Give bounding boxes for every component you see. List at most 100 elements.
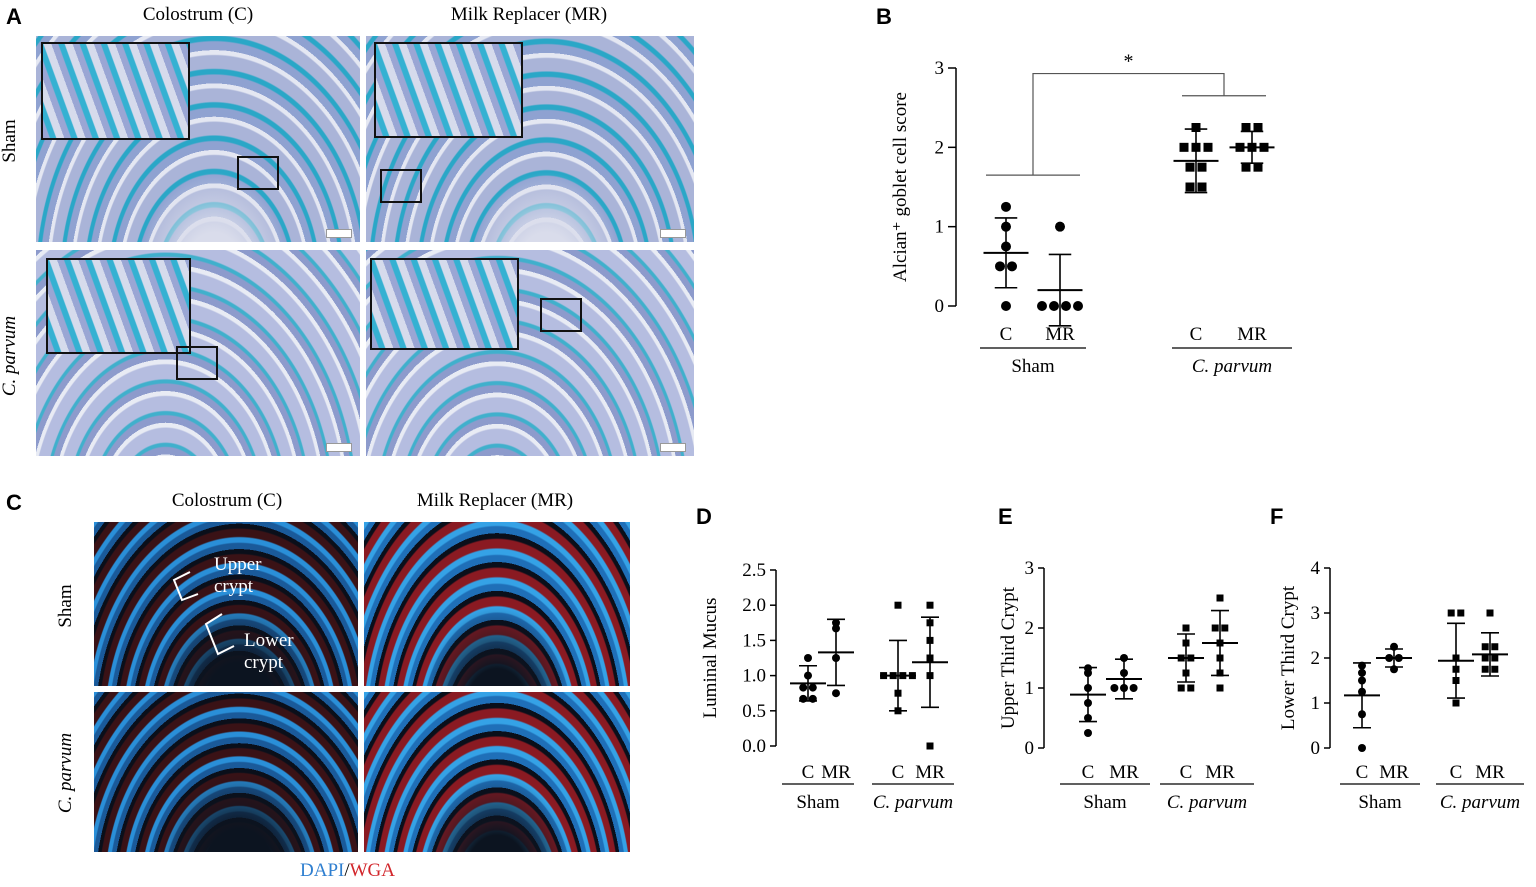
panel-letter-a: A [6,4,22,29]
x-category-label: C [1450,762,1463,783]
data-point [1191,123,1201,132]
y-tick-label: 3 [935,58,945,79]
inset-source-box [237,156,279,190]
data-point [799,683,808,692]
chart-d: 0.0 0.5 1.0 1.5 2.0 2.5 Luminal Mucus C MR C MR Sha… [700,560,954,813]
micrograph-a-cparvum-colostrum [36,250,360,456]
micrograph-a-cparvum-milk-replacer [366,250,694,456]
data-point [926,601,934,609]
y-tick-label: 2.5 [742,560,766,581]
data-point [1197,162,1207,172]
y-tick-label: 0 [1311,738,1321,759]
panel-a-row-label-sham: Sham [0,119,20,163]
y-tick-label: 3 [1025,558,1035,579]
chart-f: 0 1 2 3 4 Lower Third Crypt C MR C MR Sham C. parvu… [1278,558,1524,813]
panel-letter-f: F [1270,504,1284,529]
data-point [1001,301,1011,311]
data-point [1007,261,1017,272]
x-category-label: C [802,762,815,783]
y-tick-label: 3 [1311,603,1321,624]
y-tick-label: 2 [1025,618,1035,639]
inset-source-box [380,169,422,203]
data-point [1491,665,1499,673]
inset-source-box [540,298,582,332]
fluorescence-c-sham-milk-replacer [364,522,630,686]
data-point [1177,684,1185,692]
panel-c-col-title-colostrum: Colostrum (C) [171,490,283,511]
panel-letter-c: C [6,490,22,515]
y-tick-label: 0 [1025,738,1035,759]
data-point [1185,182,1195,192]
y-tick-label: 1 [935,217,945,238]
data-point [1241,162,1251,172]
y-tick-label: 0 [935,296,945,317]
x-group-label: Sham [1358,792,1402,813]
fluorescence-c-sham-colostrum: Upper crypt Lower crypt [94,522,358,686]
data-point [1491,643,1499,651]
micrograph-a-sham-colostrum [36,36,360,242]
panel-a-col-title-milk-replacer: Milk Replacer (MR) [450,4,608,25]
data-point [1197,182,1207,192]
panel-c-row-label-c-parvum: C. parvum [55,732,76,814]
x-category-label: MR [1205,762,1235,783]
stain-legend-slash: / [344,860,350,881]
data-point [804,654,812,662]
data-point [1253,123,1263,132]
data-point [1001,201,1011,212]
micrograph-inset [46,258,191,354]
micrograph-inset [370,258,519,350]
x-group-label: Sham [1083,792,1127,813]
panel-c-col-title-milk-replacer: Milk Replacer (MR) [416,490,574,511]
x-group-label: C. parvum [1167,792,1247,813]
data-point [1216,594,1224,602]
scale-bar [326,229,352,238]
data-point [1241,123,1251,132]
data-point [1481,643,1489,651]
x-group-label: C. parvum [1192,356,1272,377]
stain-legend-wga: WGA [349,860,396,881]
data-point [1061,301,1071,311]
x-category-label: MR [1109,762,1139,783]
stain-legend-dapi: DAPI [300,860,345,881]
data-point [1187,684,1195,692]
panel-letter-e: E [998,504,1013,529]
data-point [926,742,934,750]
data-point [1211,624,1219,632]
data-point [894,601,902,609]
scale-bar [660,229,686,238]
data-point [1221,624,1229,632]
data-point [995,261,1005,272]
x-group-label: Sham [1011,356,1055,377]
y-tick-label: 0.0 [742,736,766,757]
data-point [1179,142,1189,152]
data-point [1049,301,1059,311]
data-point [1037,301,1047,311]
x-group-label: C. parvum [873,792,953,813]
y-tick-label: 4 [1311,558,1321,579]
x-group-label: C. parvum [1440,792,1520,813]
y-tick-label: 2 [1311,648,1321,669]
data-point [1253,162,1263,172]
data-point [1457,609,1465,617]
x-group-label: Sham [796,792,840,813]
y-tick-label: 1 [1311,693,1321,714]
data-point [1481,665,1489,673]
x-category-label: MR [1379,762,1409,783]
data-point [1129,684,1138,692]
data-point [1073,301,1083,311]
y-axis-label: Luminal Mucus [700,598,721,719]
data-point [1203,142,1213,152]
x-category-label: C [1082,762,1095,783]
x-category-label: C [1356,762,1369,783]
data-point [1182,624,1190,632]
data-point [1084,729,1092,737]
y-tick-label: 0.5 [742,701,766,722]
x-category-label: MR [821,762,851,783]
data-point [1486,609,1494,617]
y-tick-label: 1.0 [742,666,766,687]
micrograph-inset [374,42,523,138]
data-point [1452,699,1460,707]
micrograph-a-sham-milk-replacer [366,36,694,242]
scale-bar [326,443,352,452]
stain-legend: DAPI/WGA [300,860,395,882]
